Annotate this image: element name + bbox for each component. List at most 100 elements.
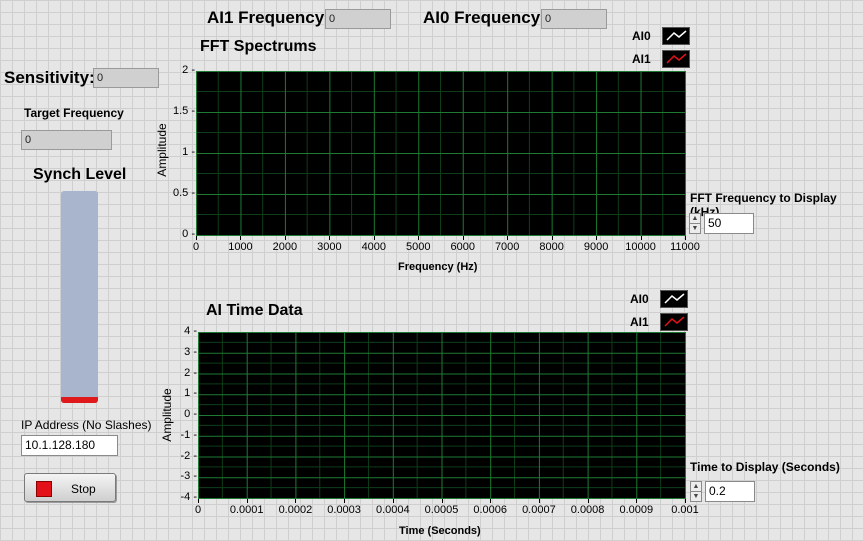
time-x-tick-mark — [685, 499, 686, 503]
plot-line-white-icon[interactable] — [662, 27, 690, 45]
ai0-frequency-label: AI0 Frequency: — [423, 8, 546, 27]
fft-x-tick-mark — [284, 236, 286, 240]
increment-arrow-icon[interactable]: ▲ — [690, 215, 700, 224]
time-x-tick-label: 0.0008 — [570, 504, 605, 516]
fft-x-axis-label: Frequency (Hz) — [398, 261, 478, 273]
ai1-frequency-label: AI1 Frequency: — [207, 8, 330, 27]
target-frequency-indicator: 0 — [21, 130, 112, 150]
time-x-tick-mark — [344, 499, 346, 503]
fft-x-tick-mark — [462, 236, 464, 240]
fft-x-tick-mark — [329, 236, 331, 240]
fft-x-tick-mark — [418, 236, 420, 240]
fft-y-tick-label: 0 - — [182, 228, 195, 240]
stop-button-label: Stop — [71, 482, 96, 496]
fft-x-tick-label: 11000 — [670, 241, 700, 253]
target-frequency-label: Target Frequency — [24, 106, 124, 120]
fft-x-tick-mark — [640, 236, 642, 240]
time-x-tick-label: 0 — [194, 504, 202, 516]
ai1-frequency-indicator: 0 — [325, 9, 391, 29]
fft-graph-title: FFT Spectrums — [200, 38, 317, 55]
time-x-tick-label: 0.0007 — [522, 504, 556, 516]
plot-line-red-icon[interactable] — [660, 313, 688, 331]
time-x-tick-mark — [198, 499, 199, 503]
time-y-tick-label: 3 - — [184, 345, 197, 358]
time-y-tick-label: 0 - — [184, 408, 197, 420]
time-display-stepper[interactable]: ▲ ▼ — [690, 481, 702, 502]
fft-plot-area[interactable] — [196, 71, 686, 236]
time-legend-ai0-label: AI0 — [630, 292, 649, 306]
fft-x-tick-label: 10000 — [625, 241, 656, 253]
time-display-input[interactable]: 0.2 — [705, 481, 755, 502]
time-x-tick-label: 0.0001 — [229, 504, 264, 516]
time-graph-title: AI Time Data — [206, 302, 303, 319]
fft-frequency-stepper[interactable]: ▲ ▼ — [689, 213, 701, 234]
fft-legend-ai1-label: AI1 — [632, 52, 651, 66]
synch-level-tank — [61, 191, 98, 403]
synch-level-label: Synch Level — [33, 166, 127, 183]
fft-y-axis-label: Amplitude — [155, 123, 169, 177]
time-y-tick-label: -2 - — [180, 449, 198, 462]
time-x-tick-label: 0.0005 — [424, 504, 459, 516]
fft-legend-ai0-label: AI0 — [632, 29, 651, 43]
time-y-tick-label: 2 - — [184, 366, 197, 379]
fft-x-tick-mark — [596, 236, 598, 240]
fft-x-tick-mark — [196, 236, 197, 240]
plot-line-white-icon[interactable] — [660, 290, 688, 308]
stop-led-icon — [36, 481, 52, 497]
fft-frequency-display-input[interactable]: 50 — [704, 213, 754, 234]
time-x-axis-label: Time (Seconds) — [399, 525, 481, 537]
ai0-frequency-indicator: 0 — [541, 9, 607, 29]
time-x-tick-mark — [295, 499, 297, 503]
time-x-tick-mark — [490, 499, 492, 503]
time-legend-ai1-label: AI1 — [630, 315, 649, 329]
decrement-arrow-icon[interactable]: ▼ — [692, 493, 700, 500]
time-x-tick-mark — [587, 499, 589, 503]
fft-x-tick-mark — [551, 236, 553, 240]
time-x-tick-label: 0.0009 — [619, 504, 654, 516]
time-plot-area[interactable] — [198, 332, 686, 499]
time-x-tick-label: 0.0003 — [327, 504, 361, 516]
ip-address-input[interactable]: 10.1.128.180 — [21, 435, 118, 456]
fft-x-tick-label: 3000 — [317, 241, 342, 253]
time-x-tick-mark — [246, 499, 248, 503]
decrement-arrow-icon[interactable]: ▼ — [691, 225, 699, 232]
time-x-tick-label: 0.0004 — [375, 504, 410, 516]
fft-x-tick-label: 7000 — [494, 241, 520, 253]
fft-x-tick-label: 5000 — [406, 241, 431, 253]
fft-x-tick-mark — [373, 236, 375, 240]
time-x-tick-label: 0.0006 — [473, 504, 508, 516]
fft-y-tick-label: 0.5 - — [172, 187, 195, 199]
time-x-tick-label: 0.0002 — [278, 504, 313, 516]
fft-x-tick-label: 4000 — [361, 241, 387, 253]
time-x-tick-mark — [636, 499, 638, 503]
fft-x-tick-label: 9000 — [583, 241, 609, 253]
ip-address-label: IP Address (No Slashes) — [21, 418, 152, 432]
fft-x-tick-label: 0 — [192, 241, 200, 253]
fft-x-tick-mark — [685, 236, 686, 240]
time-x-tick-mark — [538, 499, 540, 503]
fft-x-tick-mark — [240, 236, 242, 240]
time-x-tick-label: 0.001 — [671, 504, 699, 516]
fft-x-tick-label: 2000 — [272, 241, 298, 253]
synch-level-fill — [61, 397, 98, 403]
time-y-tick-label: 1 - — [184, 387, 197, 400]
fft-y-tick-label: 1 - — [182, 146, 195, 158]
fft-x-tick-label: 6000 — [450, 241, 475, 253]
time-x-tick-mark — [392, 499, 394, 503]
fft-y-tick-label: 2 - — [182, 64, 195, 76]
sensitivity-label: Sensitivity: — [4, 68, 95, 87]
time-y-tick-label: -1 - — [180, 428, 198, 441]
time-y-tick-label: -4 - — [180, 491, 198, 503]
sensitivity-indicator: 0 — [93, 68, 159, 88]
time-y-tick-label: 4 - — [184, 325, 197, 337]
increment-arrow-icon[interactable]: ▲ — [691, 483, 701, 492]
time-x-tick-mark — [441, 499, 443, 503]
plot-line-red-icon[interactable] — [662, 50, 690, 68]
stop-button[interactable]: Stop — [24, 473, 116, 502]
time-y-axis-label: Amplitude — [160, 388, 174, 442]
fft-x-tick-mark — [507, 236, 509, 240]
fft-x-tick-label: 8000 — [539, 241, 564, 253]
fft-y-tick-label: 1.5 - — [172, 105, 195, 117]
time-display-label: Time to Display (Seconds) — [690, 460, 840, 474]
time-y-tick-label: -3 - — [180, 470, 198, 483]
